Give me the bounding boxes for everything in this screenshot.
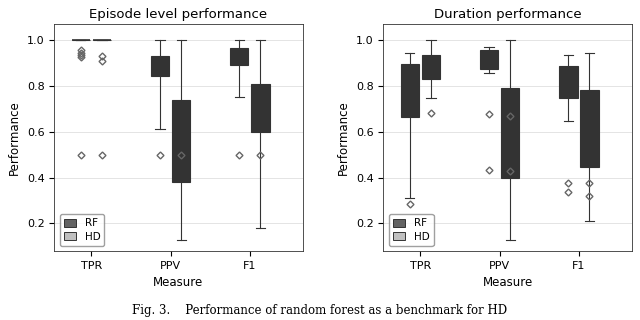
PathPatch shape	[151, 56, 169, 76]
Y-axis label: Performance: Performance	[337, 100, 350, 175]
PathPatch shape	[559, 66, 577, 99]
Title: Episode level performance: Episode level performance	[90, 8, 268, 21]
X-axis label: Measure: Measure	[154, 276, 204, 289]
Legend: RF, HD: RF, HD	[388, 214, 433, 246]
Legend: RF, HD: RF, HD	[60, 214, 104, 246]
PathPatch shape	[172, 100, 190, 182]
Text: Fig. 3.    Performance of random forest as a benchmark for HD: Fig. 3. Performance of random forest as …	[132, 304, 508, 317]
Title: Duration performance: Duration performance	[434, 8, 581, 21]
PathPatch shape	[422, 55, 440, 79]
PathPatch shape	[251, 84, 269, 132]
PathPatch shape	[480, 50, 499, 68]
PathPatch shape	[230, 48, 248, 65]
PathPatch shape	[501, 88, 520, 178]
PathPatch shape	[580, 91, 598, 167]
Y-axis label: Performance: Performance	[8, 100, 21, 175]
PathPatch shape	[401, 64, 419, 117]
X-axis label: Measure: Measure	[483, 276, 532, 289]
